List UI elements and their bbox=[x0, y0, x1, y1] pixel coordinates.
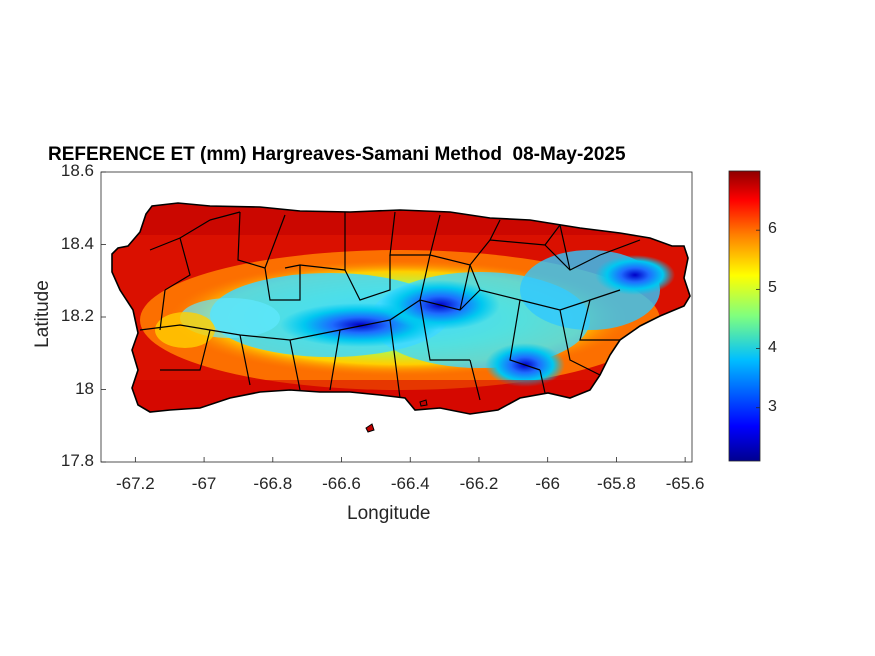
small-island bbox=[365, 423, 375, 433]
heatmap-field bbox=[112, 203, 690, 414]
x-tick-label: -66 bbox=[535, 474, 560, 493]
x-tick-label: -66.4 bbox=[390, 474, 430, 493]
colorbar-tick-label: 5 bbox=[768, 279, 777, 297]
chart-title: REFERENCE ET (mm) Hargreaves-Samani Meth… bbox=[48, 144, 626, 165]
colorbar-tick-label: 3 bbox=[768, 397, 777, 415]
x-tick-label: -67.2 bbox=[115, 474, 155, 493]
x-tick-label: -65.6 bbox=[665, 474, 705, 493]
municipal-boundaries bbox=[111, 202, 691, 415]
colorbar-tick-label: 6 bbox=[768, 220, 777, 238]
y-tick-label: 18.2 bbox=[60, 306, 94, 325]
y-tick-label: 18.6 bbox=[60, 161, 94, 180]
colorbar bbox=[728, 170, 761, 462]
x-tick-label: -66.2 bbox=[459, 474, 499, 493]
small-island bbox=[419, 399, 428, 407]
x-axis-label: Longitude bbox=[347, 503, 431, 524]
x-tick-label: -65.8 bbox=[597, 474, 636, 493]
x-tick-label: -66.8 bbox=[253, 474, 293, 493]
x-tick-label: -67 bbox=[191, 474, 217, 493]
y-tick-label: 18.4 bbox=[60, 233, 94, 253]
y-tick-label: 17.8 bbox=[60, 451, 94, 470]
y-tick-label: 18 bbox=[75, 378, 94, 398]
x-tick-label: -66.6 bbox=[322, 474, 361, 493]
colorbar-tick-label: 4 bbox=[768, 338, 777, 356]
